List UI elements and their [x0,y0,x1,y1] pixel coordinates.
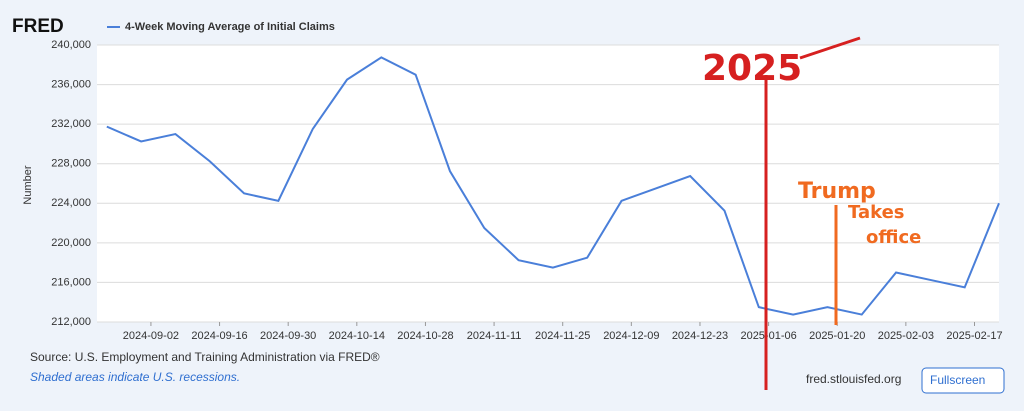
note: Shaded areas indicate U.S. recessions. [30,370,240,384]
fullscreen-label[interactable]: Fullscreen [930,373,985,387]
x-tick-label: 2024-11-25 [535,330,590,342]
y-tick-label: 212,000 [51,316,91,328]
y-tick-label: 224,000 [51,197,91,209]
annotation-stroke [799,36,861,60]
x-tick-label: 2025-02-17 [946,330,1002,342]
plot: 212,000 216,000 220,000 224,000 228,000 232,0… [51,39,1002,342]
x-tick-label: 2025-01-06 [740,330,796,342]
y-tick-label: 216,000 [51,276,91,288]
annotation-text: Takes [848,202,905,223]
x-tick-label: 2024-09-02 [123,330,179,342]
x-tick-label: 2024-09-30 [260,330,316,342]
source: Source: U.S. Employment and Training Adm… [30,350,380,364]
x-tick-label: 2024-10-14 [329,330,385,342]
plot-area [97,45,999,322]
y-tick-label: 220,000 [51,237,91,249]
x-tick-label: 2025-01-20 [809,330,865,342]
x-tick-label: 2024-09-16 [191,330,247,342]
site-link[interactable]: fred.stlouisfed.org [806,372,901,386]
y-tick-label: 236,000 [51,78,91,90]
series-line [106,56,1000,316]
x-tick-label: 2024-12-09 [603,330,659,342]
legend-label: 4-Week Moving Average of Initial Claims [125,21,335,33]
annotation-text: 2025 [702,48,802,89]
annotation-text: office [866,227,921,248]
fullscreen-button[interactable] [921,367,1005,394]
x-tick-label: 2024-10-28 [397,330,453,342]
logo: FRED [12,16,64,37]
y-tick-label: 228,000 [51,158,91,170]
annotation-text: Trump [798,179,876,204]
x-tick-label: 2024-12-23 [672,330,728,342]
y-tick-label: 232,000 [51,118,91,130]
x-tick-label: 2024-11-11 [467,330,522,342]
y-tick-label: 240,000 [51,39,91,51]
x-tick-label: 2025-02-03 [878,330,934,342]
y-axis-label: Number [22,165,34,204]
